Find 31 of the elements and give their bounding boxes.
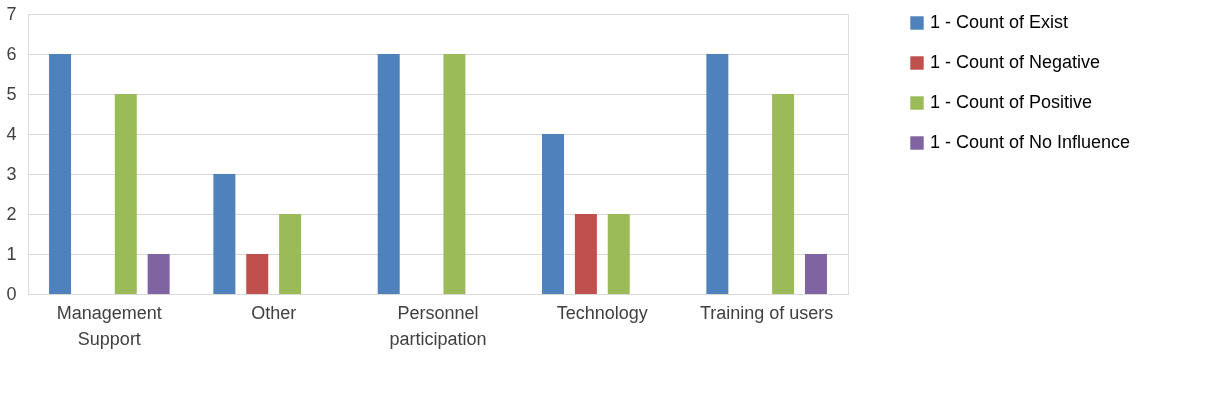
bar — [49, 54, 72, 294]
legend-label: 1 - Count of Positive — [930, 92, 1093, 112]
x-tick-label: Technology — [556, 302, 648, 323]
bar — [607, 214, 630, 294]
bar — [443, 54, 466, 294]
bar — [772, 94, 795, 294]
legend-label: 1 - Count of No Influence — [930, 132, 1131, 152]
y-tick-label: 6 — [6, 43, 17, 64]
bar — [804, 254, 827, 294]
y-tick-label: 0 — [6, 283, 17, 304]
x-tick-label: Other — [251, 302, 297, 323]
bar — [574, 214, 597, 294]
bar — [377, 54, 400, 294]
x-tick-label: Personnel participation — [389, 302, 487, 349]
bar — [114, 94, 137, 294]
legend-label: 1 - Count of Negative — [930, 52, 1101, 72]
y-tick-label: 2 — [6, 203, 17, 224]
x-tick-label: Management Support — [56, 302, 162, 349]
bar — [706, 54, 729, 294]
y-tick-label: 7 — [6, 3, 17, 24]
bar — [542, 134, 565, 294]
bar — [147, 254, 170, 294]
x-tick-label: Training of users — [699, 302, 834, 323]
y-tick-label: 4 — [6, 123, 17, 144]
bar — [279, 214, 302, 294]
bar — [246, 254, 269, 294]
y-tick-label: 5 — [6, 83, 17, 104]
legend-label: 1 - Count of Exist — [930, 12, 1069, 32]
y-tick-label: 1 — [6, 243, 17, 264]
y-tick-label: 3 — [6, 163, 17, 184]
bar — [213, 174, 236, 294]
